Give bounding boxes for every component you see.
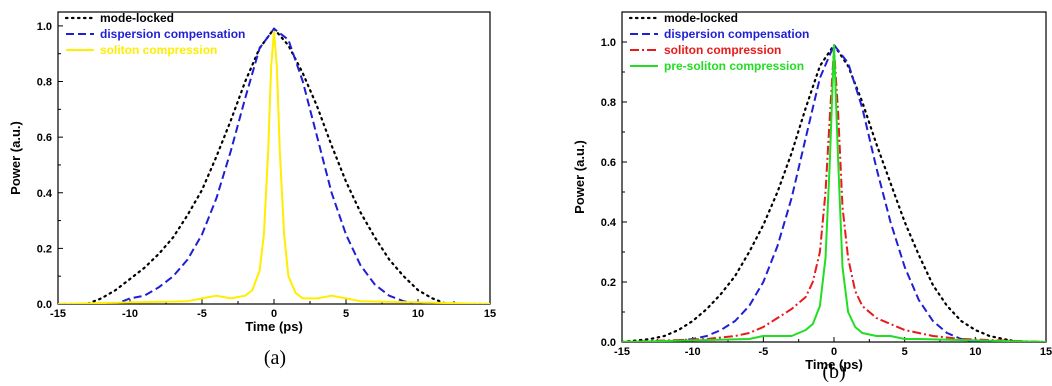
panel-a-x-tick-label: -15 — [50, 308, 66, 320]
panel-a-x-tick-label: -5 — [197, 308, 207, 320]
panel-a-chart: -15 -10 -5 0 5 10 15 0.0 0.2 0.4 0.6 0.8 1.0 Time (ps… — [8, 11, 496, 369]
panel-a-legend-label: soliton compression — [100, 43, 217, 57]
panel-a-series-dispersion-compensation — [86, 27, 447, 304]
panel-a-x-tick-label: -10 — [122, 308, 138, 320]
panel-b-series-mode-locked — [622, 43, 1046, 342]
panel-a-x-tick-label: 15 — [484, 308, 496, 320]
panel-b-caption: (b) — [822, 361, 845, 383]
panel-b-y-tick-label: 1.0 — [601, 37, 616, 49]
panel-b-legend-label: mode-locked — [664, 11, 738, 25]
panel-b-x-axis-title: Time (ps) — [805, 357, 863, 372]
panel-b-y-tick-label: 0.0 — [601, 337, 616, 349]
panel-b-legend-label: pre-soliton compression — [664, 59, 804, 73]
panel-a-x-tick-label: 0 — [271, 308, 277, 320]
panel-a-y-tick-label: 0.2 — [37, 243, 52, 255]
panel-b-x-tick-label: -10 — [685, 346, 701, 358]
panel-b-y-tick-label: 0.2 — [601, 277, 616, 289]
panel-a-series-mode-locked — [58, 27, 490, 304]
panel-b-x-tick-label: -15 — [614, 346, 630, 358]
panel-b-x-tick-label: 15 — [1040, 346, 1052, 358]
panel-b-series-dispersion-compensation — [664, 44, 1004, 342]
panel-b-x-tick-label: 10 — [969, 346, 981, 358]
panel-b-legend-label: dispersion compensation — [664, 27, 809, 41]
panel-b-x-tick-label: 5 — [902, 346, 908, 358]
panel-b-y-axis-title: Power (a.u.) — [572, 140, 587, 214]
panel-a-x-tick-label: 5 — [343, 308, 349, 320]
panel-b-y-tick-label: 0.4 — [601, 217, 617, 229]
panel-b-x-tick-label: -5 — [758, 346, 768, 358]
panel-b-legend: mode-locked dispersion compensation solito… — [628, 11, 809, 73]
panel-a-series-soliton-compression — [58, 30, 490, 304]
panel-b-series-soliton-compression — [622, 47, 1046, 342]
panel-a-y-tick-label: 0.6 — [37, 132, 52, 144]
panel-a-y-tick-label: 0.8 — [37, 77, 52, 89]
panel-a-legend: mode-locked dispersion compensation solito… — [64, 11, 245, 57]
panel-a-legend-label: dispersion compensation — [100, 27, 245, 41]
panel-a-y-tick-label: 0.4 — [37, 188, 53, 200]
panel-a-y-tick-label: 0.0 — [37, 299, 52, 311]
panel-a-x-tick-label: 10 — [412, 308, 424, 320]
panel-b-legend-label: soliton compression — [664, 43, 781, 57]
panel-a-caption: (a) — [264, 347, 286, 369]
panel-b-series-pre-soliton-compression — [622, 44, 1046, 342]
panel-b-y-tick-label: 0.8 — [601, 97, 616, 109]
panel-a-y-axis-title: Power (a.u.) — [8, 121, 23, 195]
panel-b-x-tick-label: 0 — [831, 346, 837, 358]
panel-a-x-axis-title: Time (ps) — [245, 319, 303, 334]
panel-b-chart: -15 -10 -5 0 5 10 15 0.0 0.2 0.4 0.6 0.8 1.0 Time (ps… — [572, 11, 1052, 383]
panel-b-y-tick-label: 0.6 — [601, 157, 616, 169]
panel-a-y-tick-label: 1.0 — [37, 21, 52, 33]
panel-a-legend-label: mode-locked — [100, 11, 174, 25]
